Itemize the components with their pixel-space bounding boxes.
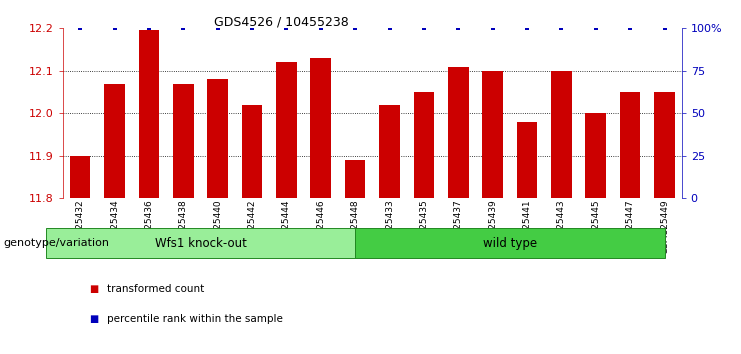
Bar xyxy=(104,84,124,198)
Bar xyxy=(482,71,503,198)
Text: GDS4526 / 10455238: GDS4526 / 10455238 xyxy=(214,16,349,29)
Point xyxy=(556,25,568,31)
Point xyxy=(74,25,86,31)
Bar xyxy=(139,30,159,198)
Text: wild type: wild type xyxy=(483,237,537,250)
Point xyxy=(212,25,224,31)
Point xyxy=(109,25,121,31)
Point xyxy=(590,25,602,31)
Point xyxy=(246,25,258,31)
Point xyxy=(281,25,293,31)
Bar xyxy=(654,92,675,198)
Bar xyxy=(345,160,365,198)
Bar xyxy=(551,71,572,198)
Bar xyxy=(448,67,468,198)
Point xyxy=(452,25,464,31)
Point xyxy=(143,25,155,31)
Bar xyxy=(173,84,193,198)
Point xyxy=(659,25,671,31)
Bar xyxy=(379,105,400,198)
Bar xyxy=(413,92,434,198)
Text: transformed count: transformed count xyxy=(107,284,205,293)
Bar xyxy=(516,122,537,198)
Point xyxy=(384,25,396,31)
Text: genotype/variation: genotype/variation xyxy=(4,238,110,249)
Bar xyxy=(276,62,296,198)
Text: ■: ■ xyxy=(89,284,98,293)
Point xyxy=(177,25,189,31)
Bar xyxy=(585,113,606,198)
Text: percentile rank within the sample: percentile rank within the sample xyxy=(107,314,283,324)
Point xyxy=(349,25,361,31)
Bar xyxy=(242,105,262,198)
Text: ■: ■ xyxy=(89,314,98,324)
Point xyxy=(418,25,430,31)
Bar xyxy=(310,58,331,198)
Point xyxy=(315,25,327,31)
Point xyxy=(624,25,636,31)
Bar xyxy=(207,79,228,198)
Text: Wfs1 knock-out: Wfs1 knock-out xyxy=(155,237,247,250)
Bar xyxy=(70,156,90,198)
Point xyxy=(487,25,499,31)
Bar xyxy=(619,92,640,198)
Point xyxy=(521,25,533,31)
